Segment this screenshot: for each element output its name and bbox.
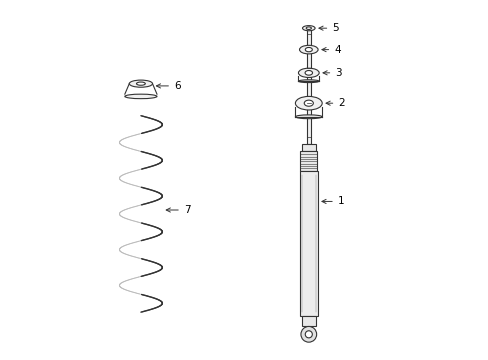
Ellipse shape bbox=[305, 71, 312, 75]
Bar bbox=[302, 144, 315, 152]
Text: 5: 5 bbox=[318, 23, 338, 33]
Ellipse shape bbox=[298, 68, 319, 77]
Ellipse shape bbox=[299, 45, 317, 54]
Ellipse shape bbox=[295, 96, 322, 110]
Ellipse shape bbox=[305, 48, 312, 52]
Ellipse shape bbox=[302, 26, 314, 31]
Text: 4: 4 bbox=[321, 45, 340, 55]
Text: 6: 6 bbox=[156, 81, 180, 91]
Ellipse shape bbox=[129, 80, 152, 87]
Bar bbox=[302, 316, 315, 327]
Bar bbox=[306, 26, 310, 144]
Text: 7: 7 bbox=[166, 205, 190, 215]
Bar bbox=[299, 171, 317, 316]
Text: 2: 2 bbox=[325, 98, 344, 108]
Circle shape bbox=[300, 327, 316, 342]
Ellipse shape bbox=[305, 27, 311, 30]
Ellipse shape bbox=[136, 82, 145, 85]
Ellipse shape bbox=[304, 100, 313, 106]
Text: 3: 3 bbox=[323, 68, 341, 78]
Ellipse shape bbox=[124, 94, 157, 99]
Ellipse shape bbox=[295, 115, 322, 119]
Bar bbox=[300, 152, 317, 171]
Ellipse shape bbox=[298, 80, 319, 82]
Circle shape bbox=[305, 331, 312, 338]
Text: 1: 1 bbox=[321, 197, 344, 206]
